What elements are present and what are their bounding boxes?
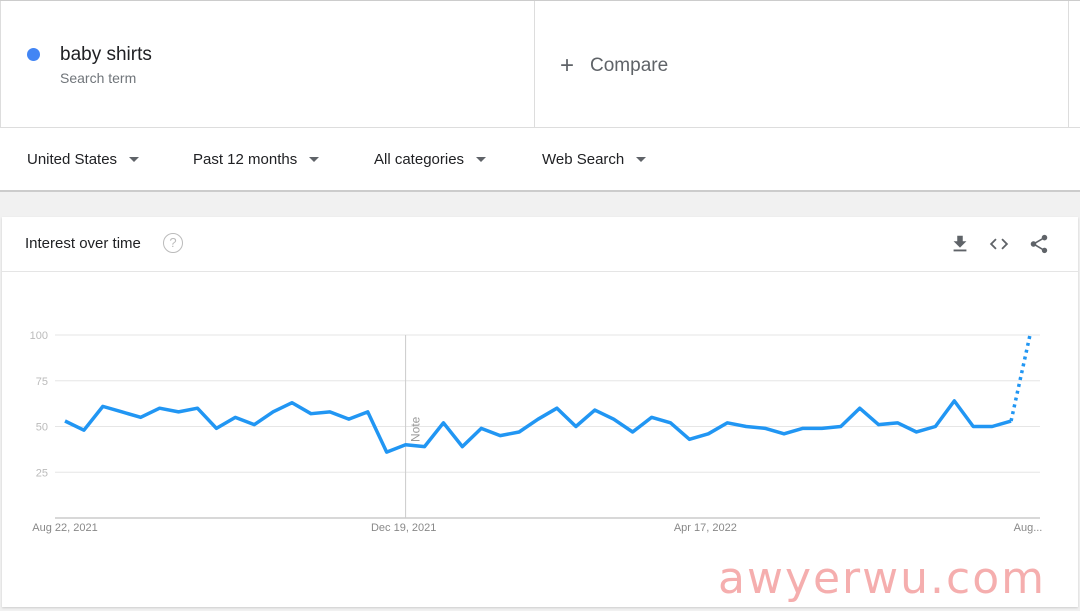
caret-down-icon (129, 157, 140, 162)
embed-icon[interactable] (988, 233, 1010, 255)
filter-label: Web Search (542, 151, 625, 168)
y-tick-label: 100 (30, 330, 48, 342)
divider (1068, 1, 1069, 129)
x-tick-label: Aug... (1014, 522, 1043, 534)
card-title: Interest over time (25, 235, 141, 252)
filter-category[interactable]: All categories (374, 151, 487, 168)
compare-button[interactable]: + Compare (560, 52, 669, 79)
caret-down-icon (476, 157, 487, 162)
filter-time[interactable]: Past 12 months (193, 151, 320, 168)
y-tick-label: 50 (36, 422, 48, 434)
caret-down-icon (636, 157, 647, 162)
filter-label: Past 12 months (193, 151, 298, 168)
filter-search-type[interactable]: Web Search (542, 151, 647, 168)
x-tick-label: Apr 17, 2022 (674, 522, 737, 534)
x-tick-label: Aug 22, 2021 (32, 522, 97, 534)
filter-label: All categories (374, 151, 465, 168)
watermark: awyerwu.com (718, 553, 1046, 604)
help-icon[interactable]: ? (163, 233, 183, 253)
search-header: baby shirts Search term + Compare (0, 0, 1080, 129)
y-tick-label: 75 (36, 376, 48, 388)
filter-region[interactable]: United States (27, 151, 140, 168)
filter-label: United States (27, 151, 118, 168)
y-tick-label: 25 (36, 467, 48, 479)
plus-icon: + (560, 52, 575, 79)
term-color-dot (27, 48, 40, 61)
caret-down-icon (309, 157, 320, 162)
divider (2, 271, 1078, 272)
filter-bar: United States Past 12 months All categor… (0, 128, 1080, 192)
share-icon[interactable] (1028, 233, 1050, 255)
partial-data-segment (1009, 334, 1032, 422)
x-tick-label: Dec 19, 2021 (371, 522, 436, 534)
search-term-card[interactable]: baby shirts Search term (0, 1, 535, 129)
download-icon[interactable] (949, 233, 971, 255)
compare-label: Compare (590, 55, 669, 76)
note-annotation: Note (409, 416, 423, 442)
search-term-label: Search term (60, 70, 137, 86)
search-term-name[interactable]: baby shirts (60, 44, 152, 65)
